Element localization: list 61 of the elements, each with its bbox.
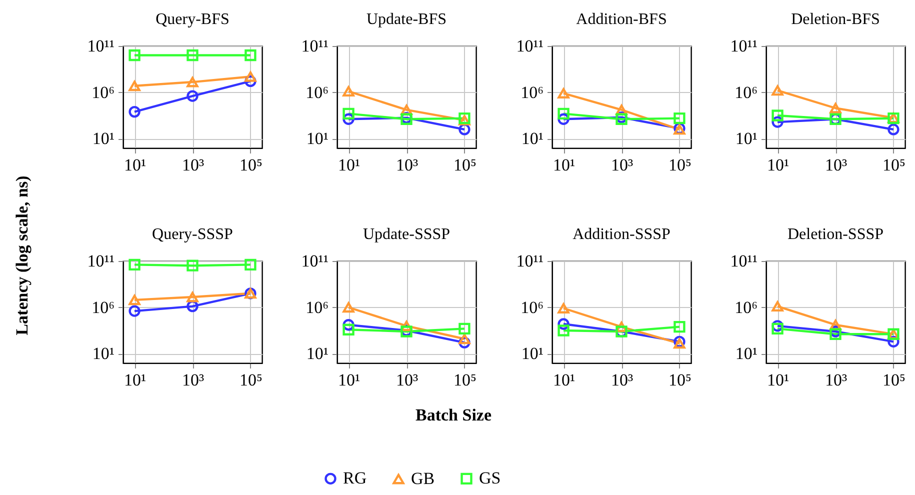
x-tick-label: 10³ — [610, 370, 634, 390]
x-tick-label: 10³ — [824, 156, 848, 174]
y-tick-label: 10¹¹ — [301, 36, 328, 56]
x-tick-label: 10⁵ — [240, 156, 262, 174]
x-tick-label: 10³ — [182, 370, 204, 390]
y-tick-label: 10¹ — [735, 344, 758, 364]
legend-label: GB — [411, 468, 435, 488]
y-tick-label: 10¹¹ — [516, 36, 544, 56]
y-tick-label: 10¹¹ — [87, 252, 114, 270]
y-tick-label: 10¹¹ — [730, 36, 758, 56]
y-tick-label: 10⁶ — [92, 298, 115, 317]
y-tick-label: 10¹¹ — [516, 252, 544, 270]
x-tick-label: 10⁵ — [454, 370, 476, 390]
x-tick-label: 10⁵ — [240, 370, 262, 390]
x-axis-title: Batch Size — [415, 406, 492, 424]
legend-label: GS — [479, 468, 501, 488]
chart-title: Addition-BFS — [576, 11, 667, 28]
y-tick-label: 10¹¹ — [87, 36, 114, 56]
y-tick-label: 10¹¹ — [730, 252, 758, 270]
y-tick-label: 10¹ — [92, 129, 114, 148]
x-tick-label: 10³ — [610, 156, 634, 174]
x-tick-label: 10⁵ — [668, 156, 692, 174]
x-tick-label: 10⁵ — [668, 370, 692, 390]
x-tick-label: 10⁵ — [882, 370, 906, 390]
y-axis-title: Latency (log scale, ns) — [12, 176, 32, 336]
chart-title: Update-SSSP — [362, 226, 450, 243]
y-tick-label: 10⁶ — [734, 82, 758, 102]
x-tick-label: 10⁵ — [454, 156, 476, 174]
x-tick-label: 10¹ — [552, 370, 576, 390]
y-tick-label: 10⁶ — [520, 298, 544, 317]
y-tick-label: 10¹ — [521, 344, 544, 364]
chart-title: Deletion-SSSP — [787, 226, 884, 243]
x-tick-label: 10³ — [396, 156, 418, 174]
y-tick-label: 10¹ — [306, 129, 328, 148]
y-tick-label: 10⁶ — [306, 298, 329, 317]
x-tick-label: 10¹ — [124, 370, 146, 390]
x-tick-label: 10⁵ — [882, 156, 906, 174]
chart-title: Query-BFS — [156, 11, 230, 28]
chart-title: Query-SSSP — [152, 226, 234, 243]
x-tick-label: 10¹ — [124, 156, 146, 174]
chart-title: Deletion-BFS — [791, 11, 880, 28]
x-tick-label: 10¹ — [552, 156, 576, 174]
x-tick-label: 10¹ — [766, 370, 790, 390]
chart-title: Addition-SSSP — [572, 226, 671, 243]
x-tick-label: 10³ — [396, 370, 418, 390]
y-tick-label: 10⁶ — [92, 82, 115, 102]
y-tick-label: 10⁶ — [306, 82, 329, 102]
y-tick-label: 10¹ — [735, 129, 758, 148]
y-tick-label: 10¹¹ — [301, 252, 328, 270]
x-tick-label: 10¹ — [766, 156, 790, 174]
x-tick-label: 10¹ — [338, 370, 360, 390]
x-tick-label: 10¹ — [338, 156, 360, 174]
y-tick-label: 10⁶ — [520, 82, 544, 102]
y-tick-label: 10¹ — [92, 344, 114, 364]
legend-label: RG — [343, 468, 367, 488]
x-tick-label: 10³ — [182, 156, 204, 174]
y-tick-label: 10¹ — [306, 344, 328, 364]
x-tick-label: 10³ — [824, 370, 848, 390]
y-tick-label: 10¹ — [521, 129, 544, 148]
chart-title: Update-BFS — [366, 11, 446, 28]
y-tick-label: 10⁶ — [734, 298, 758, 317]
